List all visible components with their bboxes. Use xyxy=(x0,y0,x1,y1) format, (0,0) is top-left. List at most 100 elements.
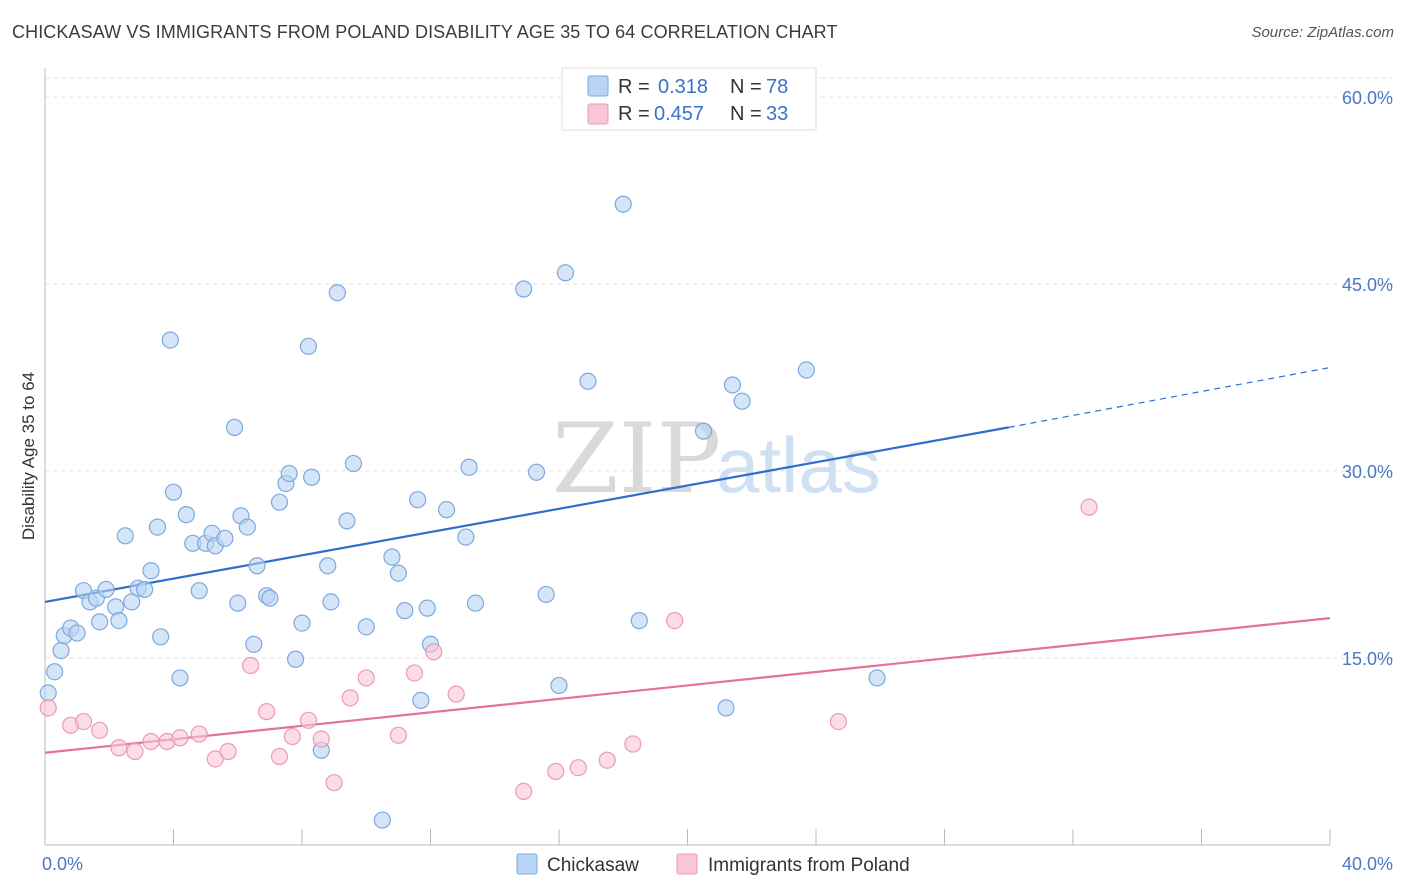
point-series-0 xyxy=(46,663,64,681)
point-series-0 xyxy=(694,422,713,440)
x-tick-labels: 0.0% 40.0% xyxy=(42,854,1393,874)
y-tick-label: 45.0% xyxy=(1342,275,1393,295)
point-series-0 xyxy=(373,811,391,829)
point-series-0 xyxy=(579,372,597,390)
point-series-0 xyxy=(412,691,430,709)
point-series-0 xyxy=(148,518,167,536)
point-series-0 xyxy=(550,676,568,695)
point-series-1 xyxy=(270,747,289,766)
point-series-0 xyxy=(723,376,742,394)
legend-r-value-chickasaw: 0.318 xyxy=(658,76,708,98)
point-series-0 xyxy=(161,331,179,349)
point-series-1 xyxy=(206,750,224,768)
point-series-1 xyxy=(39,699,57,717)
point-series-0 xyxy=(383,548,401,566)
trend-lines xyxy=(44,366,1331,754)
legend-n-label-poland: N = xyxy=(730,103,762,125)
point-series-0 xyxy=(338,512,356,530)
point-series-0 xyxy=(293,614,311,632)
point-series-1 xyxy=(425,643,443,661)
point-series-0 xyxy=(515,280,533,298)
point-series-0 xyxy=(537,585,555,604)
source-credit: Source: ZipAtlas.com xyxy=(1251,24,1394,41)
point-series-0 xyxy=(614,195,632,213)
point-series-1 xyxy=(447,685,465,703)
point-series-0 xyxy=(280,464,298,483)
point-series-1 xyxy=(142,732,160,751)
point-series-0 xyxy=(733,392,751,410)
point-series-1 xyxy=(258,703,276,721)
point-series-0 xyxy=(270,493,289,511)
point-series-1 xyxy=(547,762,565,781)
point-series-1 xyxy=(283,727,301,746)
point-series-0 xyxy=(110,611,128,630)
point-series-0 xyxy=(229,594,247,612)
series-legend-label-poland: Immigrants from Poland xyxy=(708,855,910,876)
point-series-0 xyxy=(171,669,189,687)
point-series-1 xyxy=(624,735,642,753)
series-legend: Chickasaw Immigrants from Poland xyxy=(516,853,910,876)
point-series-0 xyxy=(152,628,170,646)
point-series-0 xyxy=(556,264,575,282)
series-legend-swatch-poland xyxy=(676,853,698,875)
point-series-0 xyxy=(328,284,346,302)
point-series-0 xyxy=(460,458,478,476)
point-series-1 xyxy=(91,721,109,739)
data-points xyxy=(39,195,1098,829)
legend-n-label-chickasaw: N = xyxy=(730,76,762,98)
point-series-0 xyxy=(225,418,244,436)
trend-line-0 xyxy=(44,426,1009,603)
point-series-1 xyxy=(110,739,128,757)
point-series-0 xyxy=(238,518,256,536)
point-series-0 xyxy=(177,506,195,524)
series-legend-label-chickasaw: Chickasaw xyxy=(547,855,639,876)
point-series-1 xyxy=(357,669,375,687)
x-tick-label: 0.0% xyxy=(42,854,83,874)
point-series-0 xyxy=(142,562,160,580)
point-series-0 xyxy=(91,613,109,631)
point-series-1 xyxy=(126,742,144,761)
chart-title: CHICKASAW VS IMMIGRANTS FROM POLAND DISA… xyxy=(12,22,838,42)
point-series-0 xyxy=(527,463,546,481)
trend-line-1 xyxy=(44,617,1331,754)
point-series-0 xyxy=(457,528,475,546)
point-series-0 xyxy=(52,641,70,660)
legend-swatch-poland xyxy=(587,103,609,125)
point-series-1 xyxy=(829,712,848,731)
point-series-0 xyxy=(868,669,886,687)
legend-r-label-poland: R = xyxy=(618,103,650,125)
point-series-0 xyxy=(303,468,321,486)
point-series-0 xyxy=(248,557,266,575)
y-tick-label: 60.0% xyxy=(1342,88,1393,108)
trend-line-extension-0 xyxy=(1008,366,1331,428)
point-series-0 xyxy=(245,635,263,653)
point-series-0 xyxy=(389,564,407,582)
point-series-0 xyxy=(630,611,648,630)
point-series-0 xyxy=(97,580,115,599)
point-series-0 xyxy=(190,582,208,600)
point-series-1 xyxy=(598,751,616,769)
y-tick-label: 30.0% xyxy=(1342,462,1393,482)
legend-r-label-chickasaw: R = xyxy=(618,76,650,98)
point-series-0 xyxy=(437,501,456,519)
point-series-0 xyxy=(396,602,414,620)
point-series-1 xyxy=(405,664,424,682)
point-series-0 xyxy=(164,483,183,501)
point-series-0 xyxy=(135,580,154,599)
point-series-1 xyxy=(569,759,587,777)
legend-n-value-chickasaw: 78 xyxy=(766,76,788,98)
correlation-legend: R = 0.318 N = 78 R = 0.457 N = 33 xyxy=(561,67,817,131)
y-tick-label: 15.0% xyxy=(1342,649,1393,669)
watermark-zip: ZIP xyxy=(552,403,721,515)
point-series-1 xyxy=(341,689,359,707)
point-series-0 xyxy=(357,618,375,636)
point-series-1 xyxy=(171,729,189,747)
grid-lines xyxy=(45,77,1395,659)
point-series-1 xyxy=(515,782,533,800)
y-tick-labels: 15.0% 30.0% 45.0% 60.0% xyxy=(1342,88,1393,669)
point-series-1 xyxy=(219,742,237,761)
point-series-1 xyxy=(325,774,343,792)
point-series-1 xyxy=(389,726,407,744)
point-series-1 xyxy=(299,711,318,729)
